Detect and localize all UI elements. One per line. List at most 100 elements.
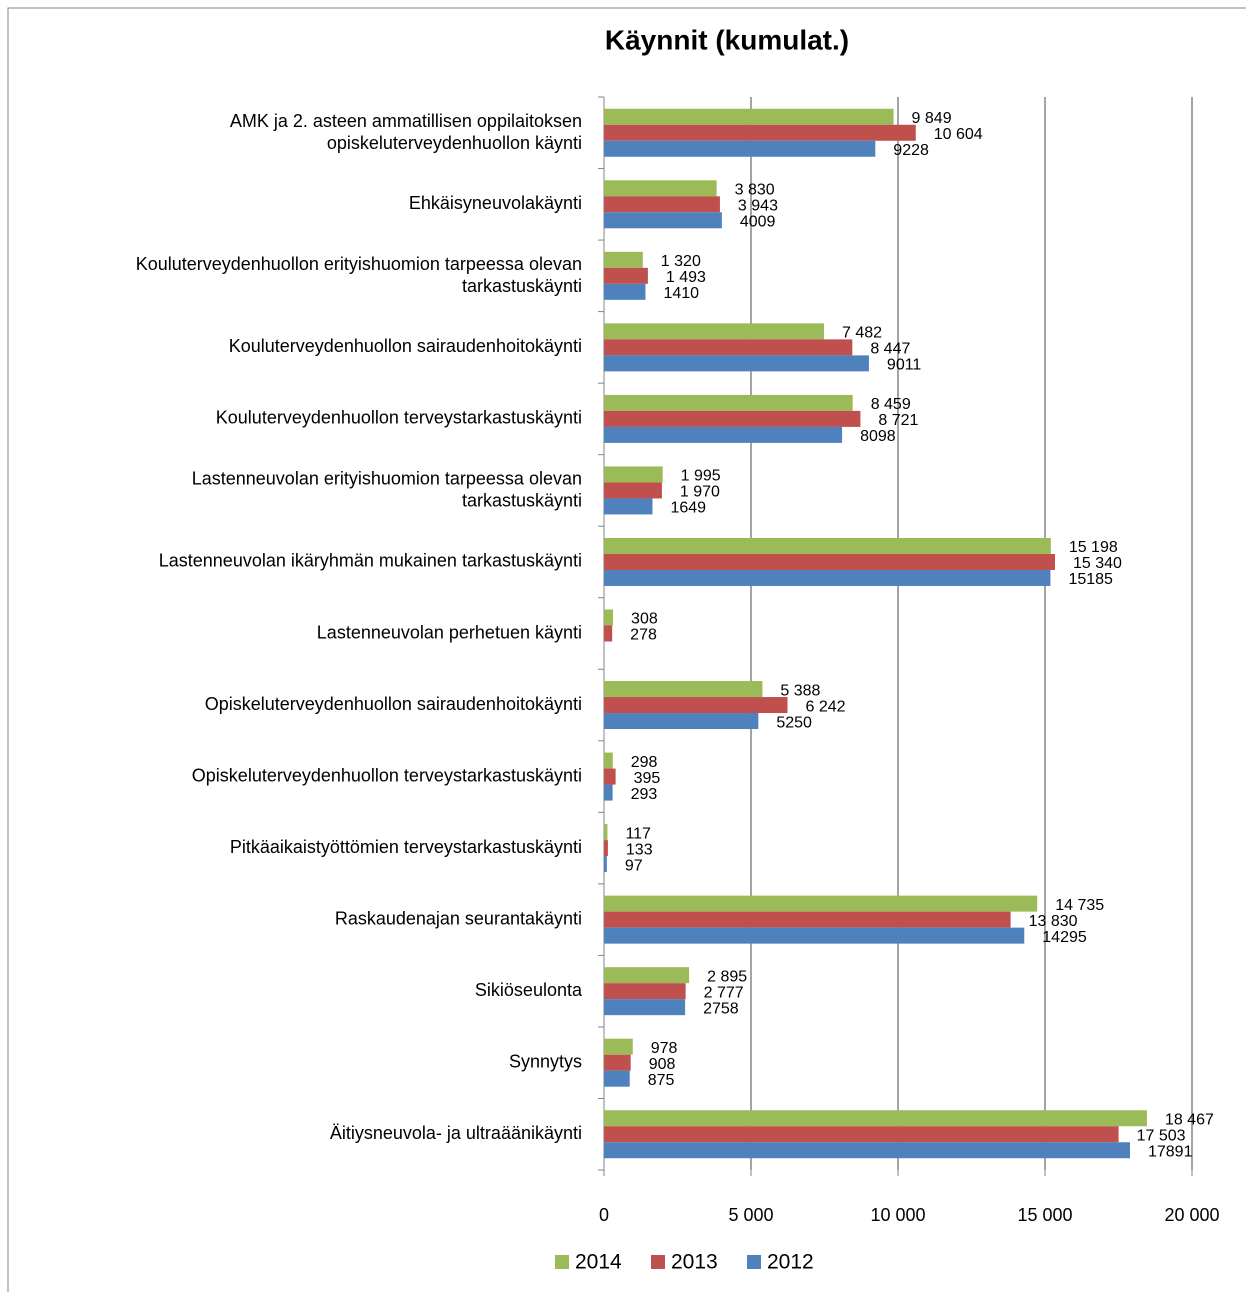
- value-label: 2758: [703, 1000, 739, 1017]
- value-label: 8 459: [871, 396, 911, 413]
- bar: [604, 856, 607, 873]
- bar: [604, 498, 653, 515]
- value-label: 293: [631, 786, 658, 803]
- y-tick-label: Kouluterveydenhuollon terveystarkastuskä…: [216, 408, 582, 428]
- bar: [604, 967, 690, 984]
- value-label: 3 830: [735, 182, 775, 199]
- bar: [604, 124, 916, 141]
- bar: [604, 267, 648, 284]
- y-tick-label: Opiskeluterveydenhuollon terveystarkastu…: [192, 765, 582, 785]
- value-label: 308: [631, 611, 658, 628]
- value-label: 2 895: [707, 968, 747, 985]
- bar: [604, 410, 861, 427]
- value-label: 908: [649, 1056, 676, 1073]
- y-tick-label: Lastenneuvolan perhetuen käynti: [317, 622, 582, 642]
- y-tick-label: Pitkäaikaistyöttömien terveystarkastuskä…: [230, 837, 582, 857]
- y-tick-label: Lastenneuvolan ikäryhmän mukainen tarkas…: [159, 551, 582, 571]
- bar: [604, 140, 876, 157]
- value-label: 4009: [740, 214, 776, 231]
- bar: [604, 426, 843, 443]
- legend-swatch: [747, 1255, 761, 1269]
- bar: [604, 983, 686, 1000]
- y-tick-label: Opiskeluterveydenhuollon sairaudenhoitok…: [205, 694, 582, 714]
- value-label: 1410: [663, 285, 699, 302]
- bar: [604, 283, 646, 300]
- bar: [604, 466, 663, 483]
- bar: [604, 752, 613, 769]
- value-label: 9011: [887, 357, 922, 374]
- bar: [604, 537, 1051, 554]
- bar: [604, 339, 853, 356]
- value-label: 1 493: [666, 269, 706, 286]
- legend-swatch: [651, 1255, 665, 1269]
- bar: [604, 108, 894, 125]
- bar: [604, 212, 722, 229]
- bar: [604, 768, 616, 785]
- value-label: 978: [651, 1040, 678, 1057]
- x-tick-label: 20 000: [1164, 1205, 1219, 1225]
- value-label: 1 970: [680, 484, 720, 501]
- value-label: 15 198: [1069, 539, 1118, 556]
- value-label: 97: [625, 857, 643, 874]
- legend-label: 2014: [575, 1251, 622, 1274]
- value-label: 9228: [893, 142, 929, 159]
- bar: [604, 1070, 630, 1087]
- value-label: 8 721: [878, 412, 918, 429]
- value-label: 395: [634, 770, 661, 787]
- bar: [604, 323, 824, 340]
- value-label: 7 482: [842, 325, 882, 342]
- legend-label: 2013: [671, 1251, 718, 1274]
- bar: [604, 553, 1055, 570]
- value-label: 1649: [670, 500, 706, 517]
- bar: [604, 625, 613, 642]
- y-tick-label: Sikiöseulonta: [475, 980, 583, 1000]
- bar: [604, 569, 1051, 586]
- value-label: 875: [648, 1072, 675, 1089]
- bar: [604, 394, 853, 411]
- value-label: 17891: [1148, 1143, 1193, 1160]
- bar: [604, 1126, 1119, 1143]
- bar: [604, 840, 608, 857]
- y-tick-label: Raskaudenajan seurantakäynti: [335, 908, 582, 928]
- value-label: 117: [625, 825, 651, 842]
- value-label: 3 943: [738, 198, 778, 215]
- value-label: 5250: [776, 714, 812, 731]
- bar: [604, 1142, 1130, 1159]
- value-label: 1 320: [661, 253, 701, 270]
- bar: [604, 180, 717, 197]
- value-label: 2 777: [704, 984, 744, 1001]
- y-tick-label: Lastenneuvolan erityishuomion tarpeessa …: [192, 468, 582, 510]
- value-label: 13 830: [1029, 913, 1078, 930]
- value-label: 1 995: [681, 468, 721, 485]
- value-label: 18 467: [1165, 1111, 1214, 1128]
- bar: [604, 1054, 631, 1071]
- bar: [604, 784, 613, 801]
- x-tick-label: 10 000: [870, 1205, 925, 1225]
- value-label: 133: [626, 841, 653, 858]
- bar: [604, 1110, 1147, 1127]
- value-label: 278: [630, 627, 657, 644]
- value-label: 14295: [1042, 929, 1087, 946]
- bar: [604, 999, 686, 1016]
- value-label: 17 503: [1137, 1127, 1186, 1144]
- value-label: 10 604: [934, 126, 983, 143]
- value-label: 15185: [1068, 571, 1113, 588]
- value-label: 5 388: [780, 682, 820, 699]
- y-tick-label: AMK ja 2. asteen ammatillisen oppilaitok…: [230, 111, 582, 153]
- value-label: 8098: [860, 428, 896, 445]
- x-tick-label: 15 000: [1017, 1205, 1072, 1225]
- x-tick-label: 0: [599, 1205, 609, 1225]
- bar: [604, 697, 788, 714]
- value-label: 14 735: [1055, 897, 1104, 914]
- y-tick-label: Synnytys: [509, 1051, 582, 1071]
- bar: [604, 911, 1011, 928]
- x-tick-label: 5 000: [728, 1205, 773, 1225]
- bar: [604, 251, 643, 268]
- bar: [604, 609, 614, 626]
- bar: [604, 1038, 633, 1055]
- value-label: 298: [631, 754, 658, 771]
- bar: [604, 196, 720, 213]
- bar: [604, 824, 608, 841]
- bar: [604, 482, 662, 499]
